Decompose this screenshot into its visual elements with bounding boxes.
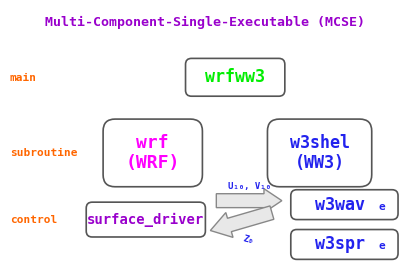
Text: control: control — [10, 215, 57, 225]
Text: w3wav: w3wav — [316, 196, 365, 214]
FancyBboxPatch shape — [103, 119, 202, 187]
Text: U₁₀, V₁₀: U₁₀, V₁₀ — [228, 182, 270, 191]
Text: Multi-Component-Single-Executable (MCSE): Multi-Component-Single-Executable (MCSE) — [45, 16, 365, 29]
Polygon shape — [210, 206, 274, 238]
Text: wrf
(WRF): wrf (WRF) — [126, 134, 180, 172]
Polygon shape — [216, 189, 282, 213]
Text: e: e — [379, 241, 386, 251]
Text: e: e — [379, 202, 386, 212]
Text: Z₀: Z₀ — [242, 235, 254, 246]
FancyBboxPatch shape — [291, 230, 398, 259]
FancyBboxPatch shape — [268, 119, 372, 187]
Text: w3shel
(WW3): w3shel (WW3) — [290, 134, 350, 172]
Text: main: main — [10, 73, 37, 83]
Text: w3spr: w3spr — [316, 235, 365, 253]
FancyBboxPatch shape — [291, 190, 398, 219]
Text: subroutine: subroutine — [10, 148, 77, 158]
Text: wrfww3: wrfww3 — [205, 68, 265, 86]
Text: surface_driver: surface_driver — [87, 212, 204, 227]
FancyBboxPatch shape — [185, 58, 285, 96]
FancyBboxPatch shape — [86, 202, 206, 237]
